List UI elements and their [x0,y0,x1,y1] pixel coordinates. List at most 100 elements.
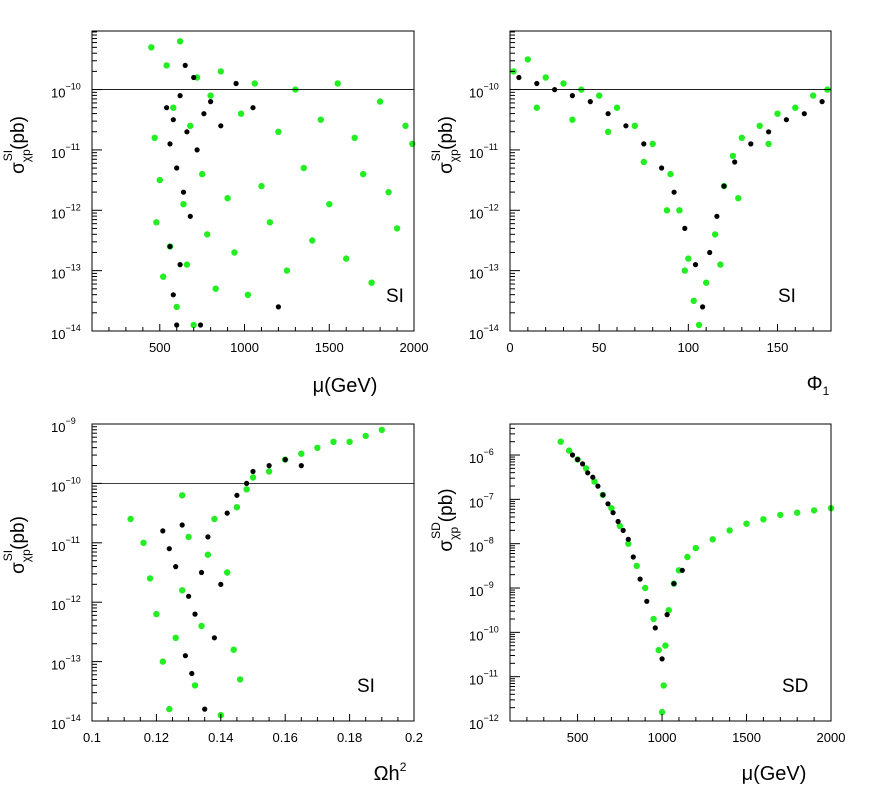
allowed-point [810,507,818,514]
allowed-point [565,447,573,454]
x-tick-label: 0.1 [83,730,101,745]
panel-phi-si: σχpSI(pb) Φ1 SI 0 50 100 150 10−10 10−11 10−12… [429,30,832,398]
allowed-point [180,201,187,208]
selected-point [692,262,699,268]
selected-point [595,483,601,489]
selected-point [801,111,807,117]
x-tick-label: 0.14 [208,730,233,745]
selected-point [174,165,180,171]
allowed-point [642,584,649,592]
selected-point [208,99,214,105]
allowed-point [314,444,321,451]
y-tick-label: 10−11 [51,142,80,161]
selected-point [600,492,606,498]
selected-point [819,99,825,105]
allowed-point [317,116,324,123]
allowed-point [660,682,667,689]
x-axis-label: Ωh2 [374,760,407,785]
x-tick-label: 2000 [817,730,846,745]
selected-point [590,474,596,480]
selected-point [164,105,170,111]
selected-point [298,463,304,469]
allowed-point [127,515,134,523]
panel-mu-si: σχpSI(pb) μ(GeV) SI 500 1000 1500 2000 10−10… [1,30,429,397]
allowed-point [251,80,258,87]
allowed-point [663,207,671,214]
selected-point [682,225,688,231]
selected-point [170,292,176,298]
allowed-point [309,237,316,244]
allowed-point [649,140,656,148]
selected-point [605,501,611,507]
selected-point [659,656,665,662]
allowed-point [756,122,763,129]
allowed-point [185,533,192,541]
selected-point [679,567,685,573]
allowed-point [236,676,244,683]
selected-point [748,141,754,147]
y-axis-label: σχpSI(pb) [1,516,33,574]
y-tick-label: 10−13 [51,654,81,673]
selected-point [637,576,643,582]
allowed-point [542,74,549,81]
allowed-point [258,182,265,190]
plot-frame [91,30,415,332]
allowed-point [729,152,737,160]
selected-point [575,456,581,463]
y-tick-label: 10−11 [469,142,498,161]
y-tick-label: 10−8 [469,536,494,555]
allowed-point [172,634,179,641]
allowed-point [560,80,567,87]
selected-point [191,74,197,81]
selected-point [700,304,706,310]
y-tick-label: 10−12 [469,713,499,732]
selected-point [652,625,658,631]
allowed-point [777,511,784,519]
allowed-point [211,515,218,523]
selected-point [569,93,576,99]
allowed-point [709,536,716,543]
allowed-point [153,610,160,618]
allowed-point [298,450,305,457]
y-tick-label: 10−12 [469,202,499,221]
allowed-point [524,56,531,63]
plot-frame [509,423,832,722]
allowed-point [160,273,167,280]
selected-point [180,189,187,195]
allowed-point [402,122,409,129]
allowed-point [198,622,205,630]
allowed-point [608,505,615,512]
allowed-point [650,615,657,623]
panel-omega-si: σχpSI(pb) Ωh2 SI 0.1 0.12 0.14 0.16 0.18 0.2 1… [1,416,423,785]
y-tick-label: 10−14 [51,323,81,342]
selected-point [714,213,720,219]
allowed-point [217,68,224,75]
allowed-point [735,195,742,202]
y-tick-label: 10−7 [469,491,494,510]
x-tick-label: 500 [149,340,171,355]
allowed-point [156,176,163,184]
selected-point [766,129,772,135]
allowed-point [300,164,307,172]
x-tick-label: 100 [677,340,699,355]
allowed-point [173,303,180,311]
allowed-point [148,44,155,51]
allowed-point [343,255,350,262]
selected-point [174,322,180,328]
x-tick-label: 2000 [400,340,429,355]
allowed-point [334,80,341,87]
selected-point [170,117,176,123]
allowed-point [243,486,250,493]
y-tick-label: 10−9 [51,416,76,435]
allowed-point [183,261,191,268]
allowed-point [393,225,401,232]
allowed-point [140,539,147,546]
data-points [557,438,835,716]
allowed-point [237,110,245,117]
allowed-point [774,110,781,117]
allowed-point [640,158,647,166]
allowed-point [159,658,166,665]
selected-point [644,598,650,604]
allowed-point [792,104,799,111]
selected-point [192,611,198,617]
